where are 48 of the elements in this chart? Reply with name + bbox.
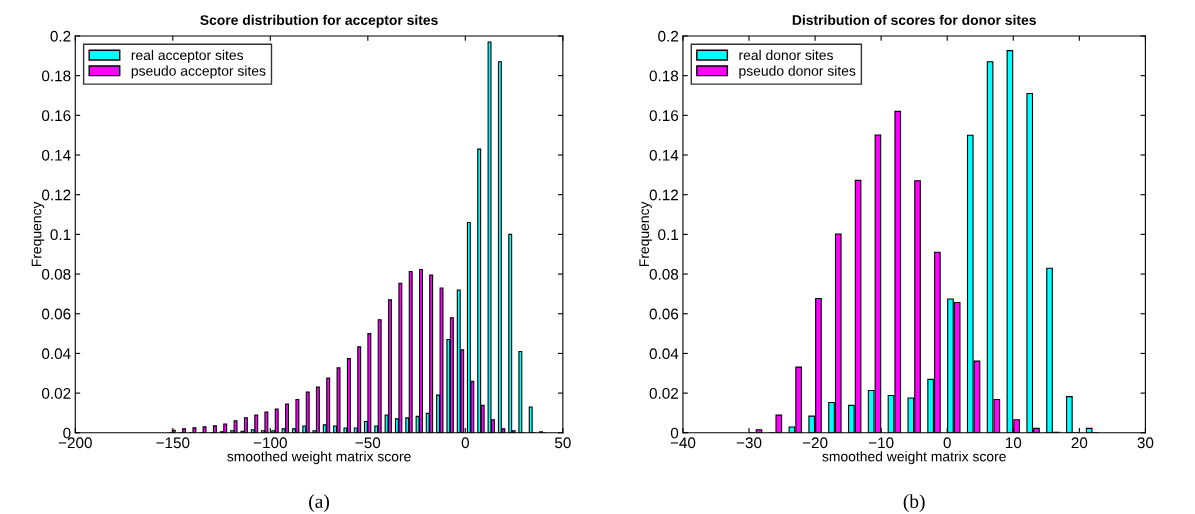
y-tick-label: 0.04 (41, 348, 71, 360)
legend-label: real acceptor sites (131, 49, 244, 63)
y-tick-label: 0.16 (41, 110, 71, 122)
x-tick-label: 0 (461, 437, 469, 449)
y-tick-label: 0.1 (50, 229, 71, 241)
x-tick-label: 20 (1071, 437, 1088, 449)
y-tick-label: 0.08 (41, 268, 71, 280)
y-tick-label: 0.16 (649, 110, 679, 122)
x-tick-label: 10 (1005, 437, 1022, 449)
y-tick-label: 0.18 (649, 70, 679, 82)
legend-label: pseudo donor sites (739, 65, 856, 79)
x-axis-title: smoothed weight matrix score (227, 451, 411, 465)
x-tick-label: −100 (253, 437, 287, 449)
x-tick-label: −50 (355, 437, 381, 449)
legend-label: real donor sites (739, 49, 833, 61)
chart-title: Score distribution for acceptor sites (200, 14, 438, 28)
y-tick-label: 0.2 (50, 30, 71, 42)
x-tick-label: 0 (943, 437, 951, 449)
text: (a) (309, 494, 329, 512)
text: (b) (903, 494, 925, 512)
y-tick-label: 0 (63, 427, 71, 439)
y-tick-label: 0.02 (649, 387, 679, 399)
y-axis-title: Frequency (31, 201, 45, 267)
x-tick-label: 30 (1137, 437, 1154, 449)
y-tick-label: 0.2 (658, 30, 679, 42)
x-tick-label: −150 (156, 437, 190, 449)
y-tick-label: 0.14 (649, 149, 679, 161)
y-tick-label: 0.14 (41, 149, 71, 161)
y-tick-label: 0.06 (41, 308, 71, 320)
x-tick-label: −200 (58, 437, 92, 449)
x-tick-label: −20 (802, 437, 828, 449)
y-tick-label: 0 (670, 427, 679, 439)
y-tick-label: 0.12 (649, 189, 679, 201)
x-tick-label: 50 (554, 437, 571, 449)
x-tick-label: −10 (868, 437, 894, 449)
y-tick-label: 0.02 (41, 387, 71, 399)
y-tick-label: 0.04 (649, 348, 679, 360)
y-tick-label: 0.12 (41, 189, 71, 201)
x-tick-label: −30 (736, 437, 762, 449)
x-axis-title: smoothed weight matrix score (822, 451, 1006, 465)
y-tick-label: 0.1 (658, 229, 679, 241)
y-axis-title: Frequency (639, 201, 652, 267)
y-tick-label: 0.08 (649, 268, 679, 280)
chart-title: Distribution of scores for donor sites (792, 14, 1036, 26)
legend-label: pseudo acceptor sites (131, 65, 266, 79)
y-tick-label: 0.06 (649, 308, 679, 320)
x-tick-label: −40 (670, 437, 696, 449)
y-tick-label: 0.18 (41, 70, 71, 82)
